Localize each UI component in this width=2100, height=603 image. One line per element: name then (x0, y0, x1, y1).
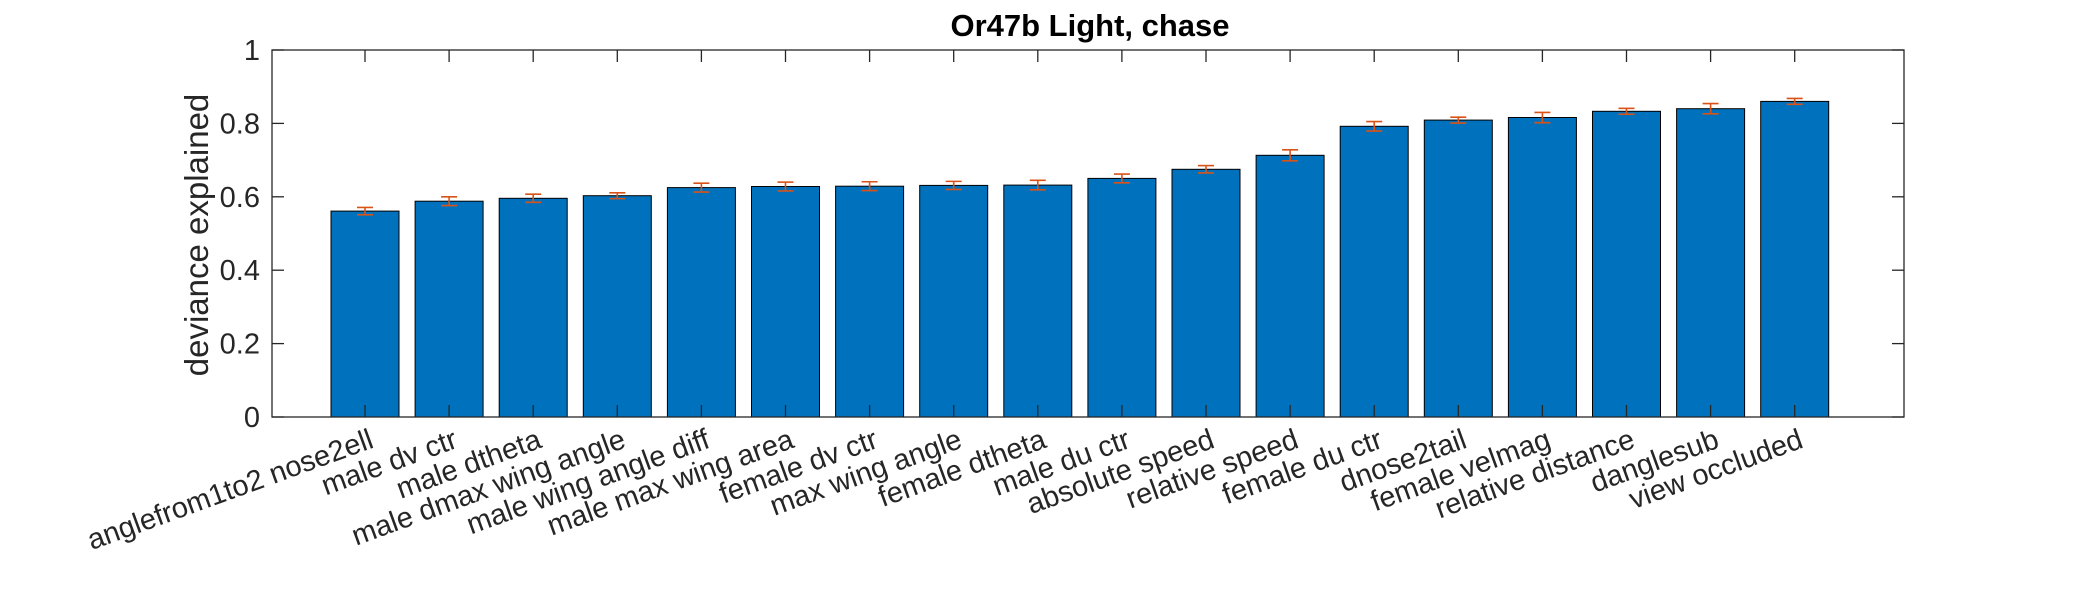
bar (582, 195, 652, 418)
bar (1760, 100, 1830, 418)
y-tick-label: 0.4 (220, 255, 260, 287)
bar (1087, 177, 1157, 418)
bar (330, 210, 400, 418)
bar (1339, 125, 1409, 418)
axes-box (271, 49, 1905, 418)
bar (1171, 168, 1241, 418)
bar (666, 187, 736, 418)
y-tick-label: 1 (244, 35, 260, 67)
chart-title: Or47b Light, chase (950, 8, 1229, 43)
bar (498, 197, 568, 418)
y-tick-label: 0 (244, 402, 260, 434)
bar (1592, 110, 1661, 418)
y-tick-label: 0.8 (220, 108, 260, 140)
bar (919, 184, 989, 418)
bar (751, 186, 820, 418)
y-tick-label: 0.2 (220, 329, 260, 361)
y-tick-label: 0.6 (220, 182, 260, 214)
bar (1507, 117, 1577, 418)
bar (414, 200, 484, 418)
bar (1255, 154, 1325, 418)
bar (1423, 119, 1493, 418)
bar (1676, 108, 1746, 418)
y-axis-label: deviance explained (178, 94, 215, 377)
bar (835, 185, 905, 418)
bar (1003, 184, 1073, 418)
